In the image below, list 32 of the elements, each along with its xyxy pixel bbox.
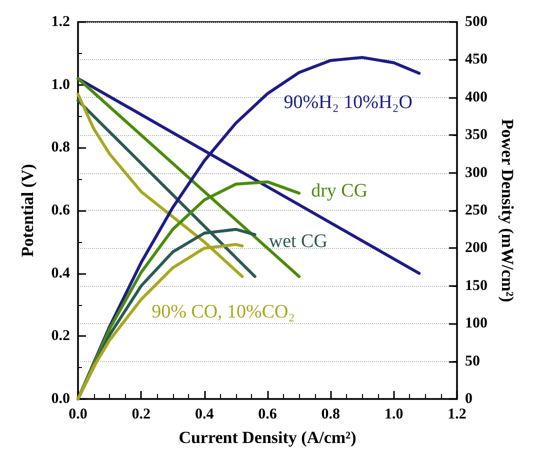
y-tick-label: 1.2 [51,14,70,30]
x-axis-title: Current Density (A/cm²) [178,428,356,447]
y2-tick-label: 0 [465,391,472,407]
x-tick-label: 0.6 [258,406,278,422]
x-tick-label: 0.8 [321,406,340,422]
series-label: wet CG [268,231,328,252]
y-tick-label: 0.6 [51,202,70,218]
y2-tick-label: 350 [465,127,488,144]
y2-tick-label: 400 [465,89,488,106]
y2-tick-label: 250 [465,202,488,218]
series-label: 90% CO, 10%CO₂ [152,301,295,322]
y-tick-label: 0.4 [51,265,70,282]
y2-tick-label: 300 [465,164,488,181]
y2-tick-label: 50 [465,353,480,370]
y-tick-label: 1.0 [51,76,70,93]
y2-axis-title: Power Density (mW/cm²) [498,118,517,302]
x-tick-label: 1.2 [448,406,466,422]
y-tick-label: 0.8 [51,140,70,156]
y-axis-title: Potential (V) [18,164,37,258]
y2-tick-label: 150 [465,278,488,294]
y2-tick-label: 450 [465,52,488,68]
y2-tick-label: 500 [465,14,488,30]
series-label: dry CG [311,180,368,202]
x-tick-label: 1.0 [384,406,404,422]
y-tick-label: 0.2 [51,328,70,344]
y2-tick-label: 200 [465,240,488,256]
x-tick-label: 0.4 [194,406,214,422]
x-tick-label: 0.0 [68,406,88,422]
y-tick-label: 0.0 [51,391,70,407]
y2-tick-label: 100 [465,316,488,332]
x-tick-label: 0.2 [132,406,151,422]
series-label: 90%H₂ 10%H₂O [284,92,413,113]
